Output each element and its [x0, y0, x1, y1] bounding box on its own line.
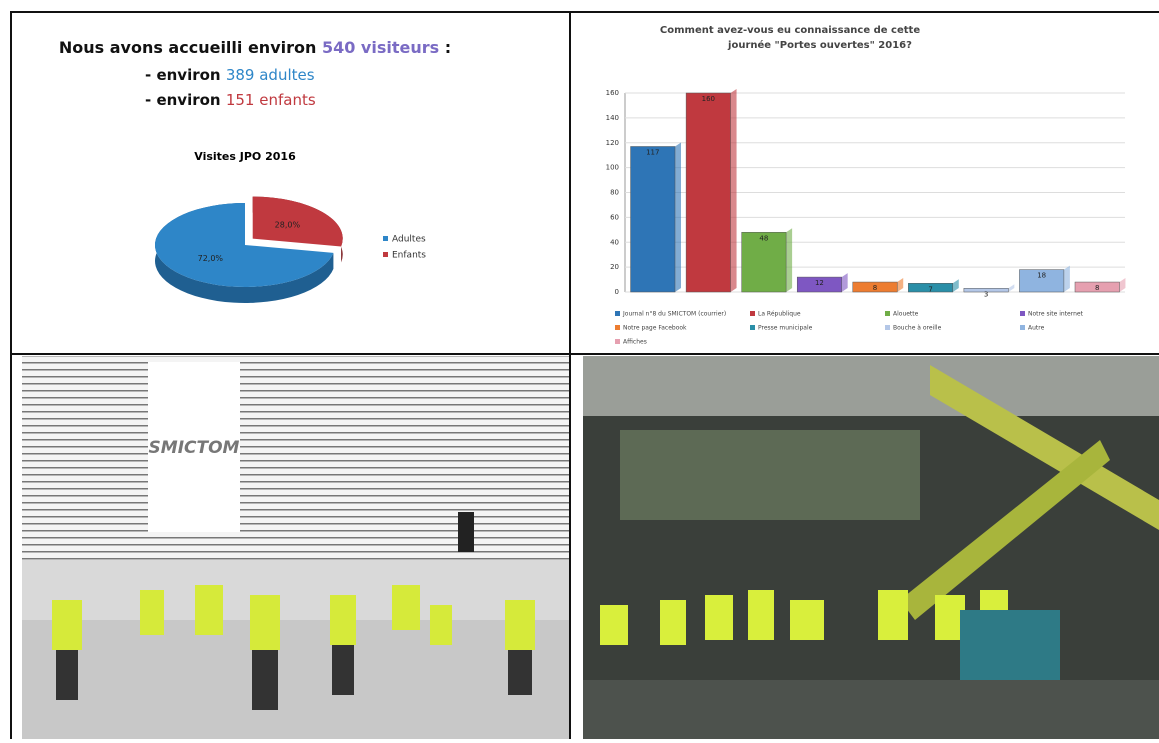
legend-label: Alouette — [893, 311, 919, 318]
legend-label: Autre — [1028, 325, 1045, 332]
legend-label: Presse municipale — [758, 325, 813, 332]
bar-value-label: 160 — [702, 95, 715, 103]
legend-swatch — [885, 311, 890, 316]
legend-label: Affiches — [623, 339, 647, 346]
bar — [631, 146, 675, 292]
intro-line: Nous avons accueilli environ 540 visiteu… — [59, 38, 451, 57]
bar-title: Comment avez-vous eu connaissance de cet… — [660, 25, 920, 36]
legend-swatch — [615, 339, 620, 344]
bar-value-label: 8 — [1095, 284, 1099, 292]
legend-label: Notre page Facebook — [623, 325, 687, 332]
bar-side — [675, 142, 681, 292]
legend-label: Bouche à oreille — [893, 325, 942, 332]
legend-swatch — [750, 325, 755, 330]
bar-value-label: 117 — [646, 148, 659, 156]
legend-swatch — [615, 325, 620, 330]
legend-label: Enfants — [392, 251, 426, 261]
legend-swatch — [885, 325, 890, 330]
y-tick-label: 40 — [610, 238, 619, 246]
legend-label: La République — [758, 311, 801, 318]
legend-swatch — [615, 311, 620, 316]
legend-label: Notre site internet — [1028, 311, 1084, 318]
legend-swatch — [1020, 311, 1025, 316]
bar-value-label: 7 — [928, 285, 932, 293]
y-tick-label: 0 — [615, 288, 619, 296]
pie-value-label: 28,0% — [275, 221, 301, 230]
y-tick-label: 80 — [610, 189, 619, 197]
bar-value-label: 18 — [1037, 272, 1046, 280]
pie-value-label: 72,0% — [198, 254, 224, 263]
y-tick-label: 160 — [606, 89, 619, 97]
legend-label: Adultes — [392, 235, 426, 245]
photo-indoor — [583, 356, 1159, 739]
children-line: - environ 151 enfants — [145, 91, 316, 109]
legend-swatch — [1020, 325, 1025, 330]
y-tick-label: 120 — [606, 139, 619, 147]
sign-text: SMICTOM — [149, 438, 240, 458]
legend-label: Journal n°8 du SMICTOM (courrier) — [622, 311, 726, 318]
adults-line: - environ 389 adultes — [145, 66, 315, 84]
bar-value-label: 8 — [873, 284, 877, 292]
bar-value-label: 3 — [984, 290, 988, 298]
pie-title: Visites JPO 2016 — [194, 150, 296, 163]
y-tick-label: 20 — [610, 263, 619, 271]
y-tick-label: 100 — [606, 164, 619, 172]
legend-swatch — [750, 311, 755, 316]
y-tick-label: 60 — [610, 213, 619, 221]
page: SMICTOM Nous avons accueilli environ 540… — [0, 0, 1159, 739]
legend-swatch — [383, 236, 388, 241]
bar-value-label: 48 — [759, 234, 768, 242]
photo-outdoor: SMICTOM — [22, 356, 570, 739]
bar-side — [731, 89, 737, 292]
bar-side — [1064, 266, 1070, 292]
bar-side — [786, 228, 792, 292]
bar — [686, 93, 730, 292]
bar-value-label: 12 — [815, 279, 824, 287]
y-tick-label: 140 — [606, 114, 619, 122]
legend-swatch — [383, 252, 388, 257]
bar-title: journée "Portes ouvertes" 2016? — [727, 39, 912, 51]
